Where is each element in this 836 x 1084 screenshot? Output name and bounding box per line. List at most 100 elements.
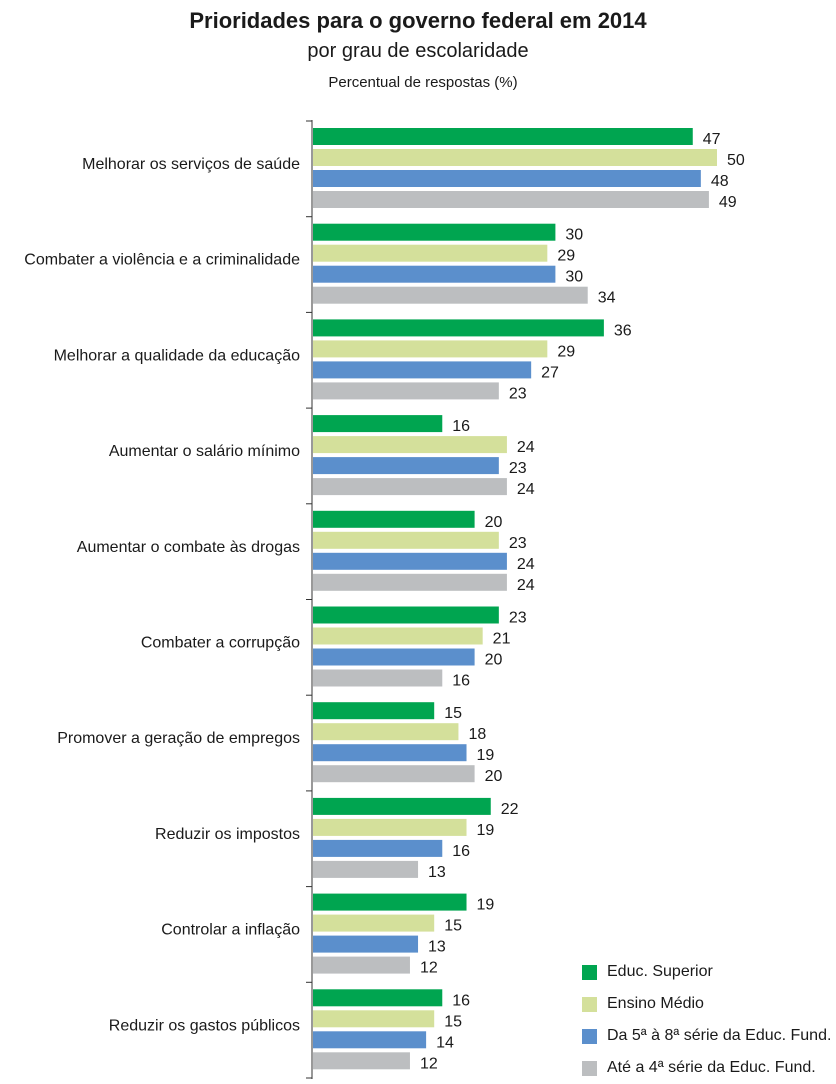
data-label: 24 [517,556,535,573]
bar [313,415,443,433]
category-label: Combater a corrupção [141,635,300,652]
data-label: 21 [493,631,511,648]
data-label: 34 [598,290,616,307]
bar [313,935,419,953]
bar [313,839,443,857]
data-label: 15 [444,705,462,722]
bar [313,893,467,911]
data-label: 23 [509,460,527,477]
category-label: Promover a geração de empregos [57,730,300,747]
category-label: Aumentar o salário mínimo [109,443,300,460]
bar [313,361,532,379]
bar [313,170,701,187]
data-label: 15 [444,918,462,935]
data-label: 13 [428,939,446,956]
legend-label: Ensino Médio [607,995,704,1012]
bar [313,552,507,570]
data-label: 20 [485,514,503,531]
data-label: 20 [485,768,503,785]
bar [313,531,499,549]
category-label: Melhorar a qualidade da educação [54,347,301,364]
bar [313,797,491,815]
bar [313,914,435,932]
legend-item: Educ. Superior [582,956,831,988]
bar [313,818,467,836]
chart-title: Prioridades para o governo federal em 20… [189,8,647,33]
data-label: 24 [517,439,535,456]
data-label: 23 [509,385,527,402]
category-label: Aumentar o combate às drogas [77,539,300,556]
data-label: 36 [614,322,632,339]
bar [313,573,507,591]
data-label: 18 [468,726,486,743]
category-label: Combater a violência e a criminalidade [24,252,300,269]
bar [313,510,475,528]
data-label: 49 [719,194,737,211]
bar [313,765,475,783]
data-label: 23 [509,535,527,552]
data-label: 16 [452,418,470,435]
legend: Educ. Superior Ensino Médio Da 5ª à 8ª sér… [582,956,831,1084]
data-label: 14 [436,1034,454,1051]
bar [313,457,499,475]
data-label: 50 [727,152,745,169]
bar [313,319,604,337]
data-label: 23 [509,610,527,627]
bar [313,382,499,400]
legend-item: Ensino Médio [582,988,831,1020]
data-label: 24 [517,577,535,594]
bar [313,244,548,262]
legend-swatch [582,1028,597,1044]
data-label: 12 [420,1055,438,1072]
legend-swatch [582,1060,597,1076]
bar [313,478,507,496]
legend-swatch [582,996,597,1012]
category-label: Reduzir os gastos públicos [109,1017,300,1034]
bar [313,340,548,358]
legend-label: Até a 4ª série da Educ. Fund. [607,1059,816,1076]
bar [313,956,410,974]
data-label: 30 [565,269,583,286]
category-label: Controlar a inflação [161,922,300,939]
data-label: 19 [477,747,495,764]
bar [313,648,475,666]
data-label: 15 [444,1013,462,1030]
bar [313,149,717,166]
data-label: 47 [703,131,721,148]
data-label: 29 [557,343,575,360]
bar [313,1031,427,1049]
bar [313,1010,435,1028]
bar [313,723,459,741]
data-label: 19 [477,822,495,839]
category-label: Reduzir os impostos [155,826,300,843]
data-label: 24 [517,481,535,498]
data-label: 30 [565,227,583,244]
legend-item: Da 5ª à 8ª série da Educ. Fund. [582,1020,831,1052]
chart-subtitle: por grau de escolaridade [307,40,529,62]
bar [313,606,499,624]
data-label: 13 [428,864,446,881]
data-label: 48 [711,173,729,190]
bar [313,436,507,454]
data-label: 16 [452,673,470,690]
legend-item: Até a 4ª série da Educ. Fund. [582,1052,831,1084]
bar [313,286,588,304]
bar [313,223,556,241]
bar [313,265,556,283]
data-label: 29 [557,248,575,265]
bar [313,989,443,1007]
bar [313,669,443,687]
bar [313,1052,410,1070]
legend-swatch [582,964,597,980]
data-label: 16 [452,992,470,1009]
bar [313,702,435,720]
unit-label: Percentual de respostas (%) [328,74,518,91]
bar [313,191,709,208]
data-label: 27 [541,364,559,381]
category-label: Melhorar os serviços de saúde [82,156,300,173]
bar [313,128,693,145]
data-label: 22 [501,801,519,818]
data-label: 12 [420,960,438,977]
bar [313,744,467,762]
